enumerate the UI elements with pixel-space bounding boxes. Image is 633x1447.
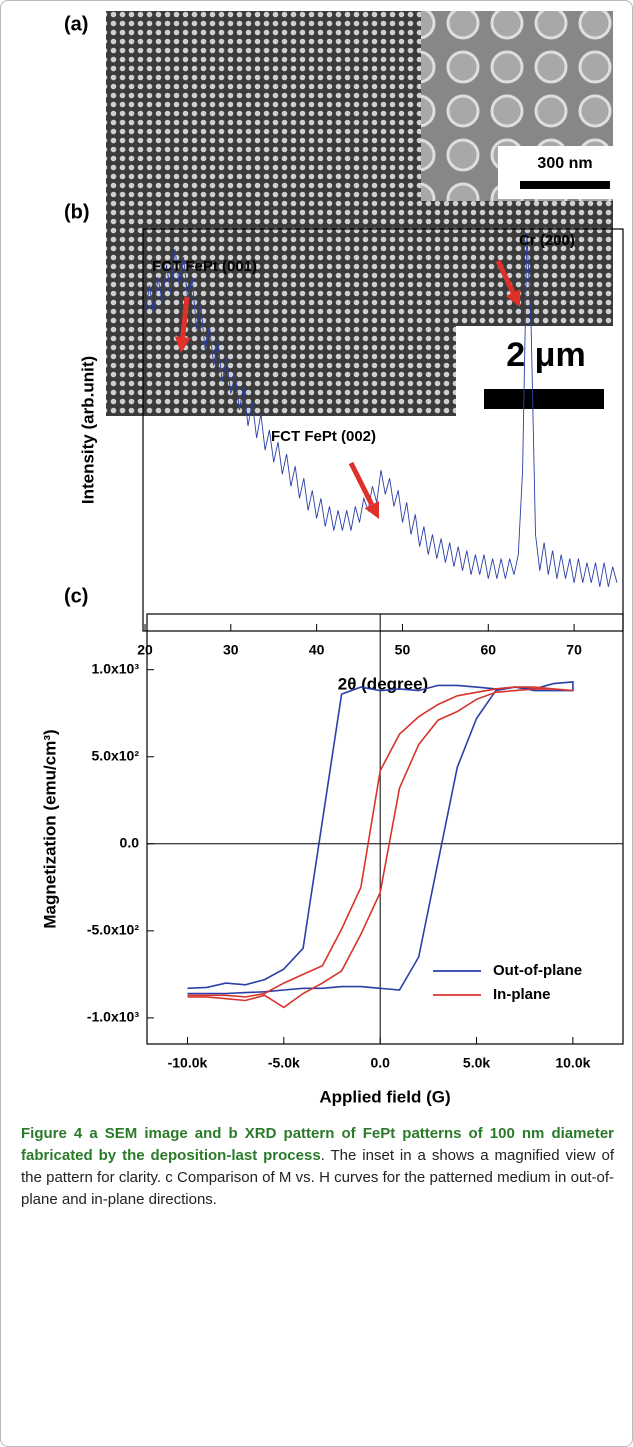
annotation-arrowhead [505, 289, 521, 307]
scale-label: 2 μm [506, 336, 585, 374]
annotation: FCT FePt (002) [271, 428, 376, 445]
x-tick-label: 40 [309, 642, 325, 658]
y-tick-label: 1.0x10³ [92, 660, 140, 676]
annotation-arrow [348, 461, 375, 506]
y-tick-label: -1.0x10³ [87, 1009, 139, 1025]
annotation-arrow [495, 259, 516, 294]
x-tick-label: 0.0 [370, 1055, 390, 1071]
x-tick-label: 5.0k [463, 1055, 490, 1071]
x-tick-label: 30 [223, 642, 239, 658]
caption: Figure 4 a SEM image and b XRD pattern o… [21, 1123, 614, 1211]
x-tick-label: 50 [395, 642, 411, 658]
plot-frame [142, 228, 624, 632]
annotation-arrowhead [364, 501, 379, 519]
y-axis-label: Magnetization (emu/cm³) [40, 729, 59, 928]
x-tick-label: -10.0k [168, 1055, 208, 1071]
plot-frame [146, 613, 624, 1045]
x-tick-label: 20 [137, 642, 153, 658]
x-axis-label: Applied field (G) [319, 1087, 450, 1106]
x-tick-label: 60 [480, 642, 496, 658]
inset-scale-bar [520, 181, 610, 189]
annotation: Cr (200) [519, 232, 575, 249]
panel-label: (c) [64, 585, 88, 607]
caption-title: Figure 4 a SEM image and b XRD pattern o… [21, 1125, 614, 1164]
y-axis-label: Intensity (arb.unit) [78, 356, 97, 504]
legend-label: Out-of-plane [493, 962, 582, 979]
y-tick-label: -5.0x10² [87, 922, 139, 938]
x-tick-label: -5.0k [268, 1055, 300, 1071]
y-tick-label: 5.0x10² [92, 747, 140, 763]
y-tick-label: 0.0 [120, 835, 140, 851]
scale-bar [484, 389, 604, 409]
annotation-arrowhead [174, 336, 191, 353]
annotation-arrow [180, 296, 190, 338]
x-tick-label: 70 [566, 642, 582, 658]
legend-label: In-plane [493, 986, 551, 1003]
annotation: FCT FePt (001) [152, 258, 257, 275]
data-line [144, 232, 618, 587]
panel-label: (b) [64, 201, 90, 223]
caption-text: . The inset in a shows a magnified view … [21, 1147, 614, 1208]
sem-image: 300 nm 2 μm [106, 11, 613, 416]
panel-label: (a) [64, 13, 88, 35]
inset-scale-label: 300 nm [537, 155, 592, 172]
inset-scale-box [498, 146, 613, 199]
x-tick-label: 10.0k [555, 1055, 590, 1071]
data-line [187, 686, 573, 1009]
